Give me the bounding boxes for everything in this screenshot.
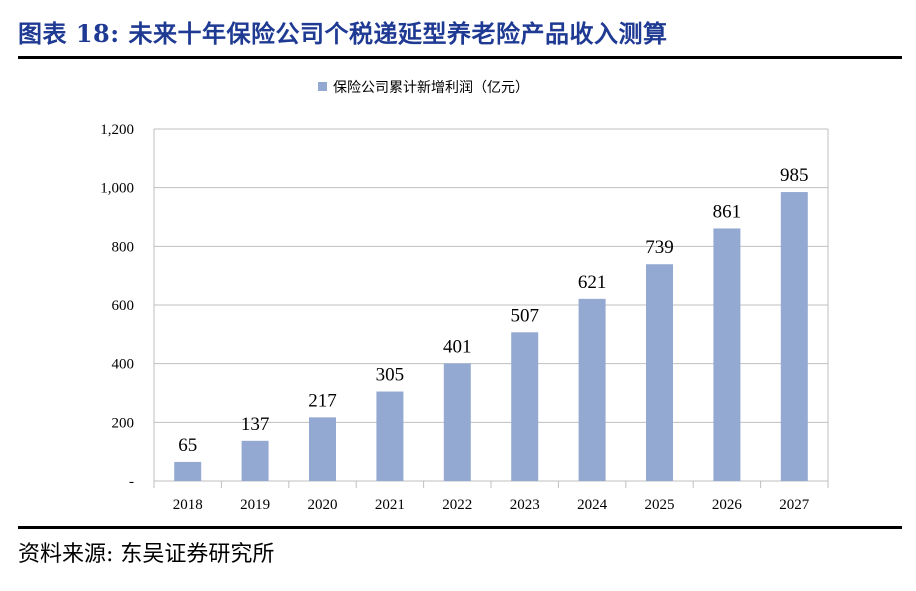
bar-2026 — [713, 228, 741, 481]
x-tick-label: 2027 — [779, 497, 810, 513]
bar-chart: - 200 400 600 800 1,000 1,200 2018 2019 2020 2021… — [100, 80, 829, 513]
x-tick-label: 2021 — [375, 497, 405, 513]
bar-2021 — [376, 391, 404, 481]
bar-2027 — [780, 192, 808, 482]
legend-swatch — [318, 82, 327, 91]
top-rule — [18, 56, 902, 59]
bar-2025 — [646, 264, 673, 481]
x-tick-label: 2020 — [308, 497, 338, 513]
bar-2019 — [241, 440, 269, 481]
legend: 保险公司累计新增利润（亿元） — [318, 80, 529, 96]
bar-2023 — [511, 332, 539, 481]
gridlines — [153, 128, 829, 488]
x-tick-label: 2023 — [510, 497, 540, 513]
data-label: 621 — [578, 272, 607, 293]
data-label: 401 — [443, 336, 472, 357]
y-tick-label: 200 — [112, 415, 135, 431]
y-tick-label: 600 — [112, 298, 135, 314]
data-labels: 65 137 217 305 401 507 621 739 861 985 — [178, 165, 808, 456]
bar-2018 — [174, 461, 202, 481]
bottom-rule — [18, 526, 902, 529]
data-label: 305 — [376, 365, 405, 386]
y-tick-label: - — [129, 474, 134, 490]
x-tick-label: 2025 — [645, 497, 675, 513]
x-tick-label: 2018 — [173, 497, 203, 513]
bar-2020 — [309, 417, 336, 481]
data-label: 137 — [241, 414, 270, 435]
y-tick-label: 1,200 — [100, 122, 134, 138]
data-label: 65 — [178, 435, 197, 456]
y-tick-label: 1,000 — [100, 181, 134, 197]
data-label: 861 — [713, 201, 742, 222]
y-axis-tick-labels: - 200 400 600 800 1,000 1,200 — [100, 122, 134, 490]
x-axis-tick-labels: 2018 2019 2020 2021 2022 2023 2024 2025 2026 2027 — [173, 497, 810, 513]
data-label: 217 — [308, 390, 337, 411]
data-label: 739 — [645, 237, 674, 258]
x-tick-label: 2019 — [240, 497, 270, 513]
x-tick-label: 2024 — [577, 497, 608, 513]
data-label: 985 — [780, 165, 809, 186]
source-note: 资料来源: 东吴证券研究所 — [18, 542, 275, 567]
y-tick-label: 800 — [112, 239, 135, 255]
bar-2022 — [443, 363, 471, 481]
y-tick-label: 400 — [112, 357, 135, 373]
bars — [174, 192, 808, 482]
figure-title: 图表 18: 未来十年保险公司个税递延型养老险产品收入测算 — [18, 19, 668, 48]
legend-label: 保险公司累计新增利润（亿元） — [333, 80, 529, 96]
x-tick-label: 2026 — [712, 497, 743, 513]
x-tick-label: 2022 — [442, 497, 472, 513]
data-label: 507 — [510, 305, 539, 326]
bar-2024 — [578, 298, 606, 481]
